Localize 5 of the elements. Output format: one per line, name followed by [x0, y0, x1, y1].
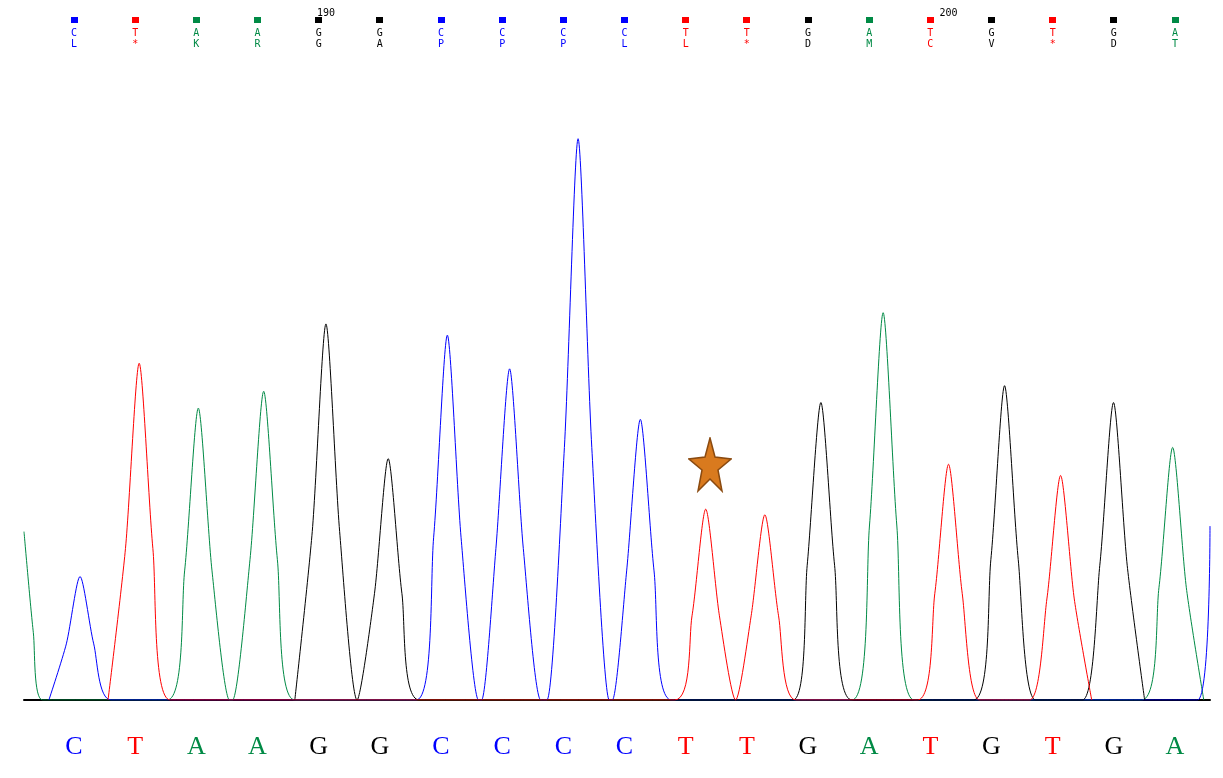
text: C T A A G G C C C C T T G A T G T G A [65, 730, 1185, 760]
x-tick-label: 190 [316, 6, 335, 18]
text: C T A A G G C C C C T T G A T G T G A [70, 26, 1179, 38]
x-tick-label: 200 [939, 6, 958, 18]
text: L * K R G A P P P L L * D M C V * D T [70, 37, 1179, 49]
